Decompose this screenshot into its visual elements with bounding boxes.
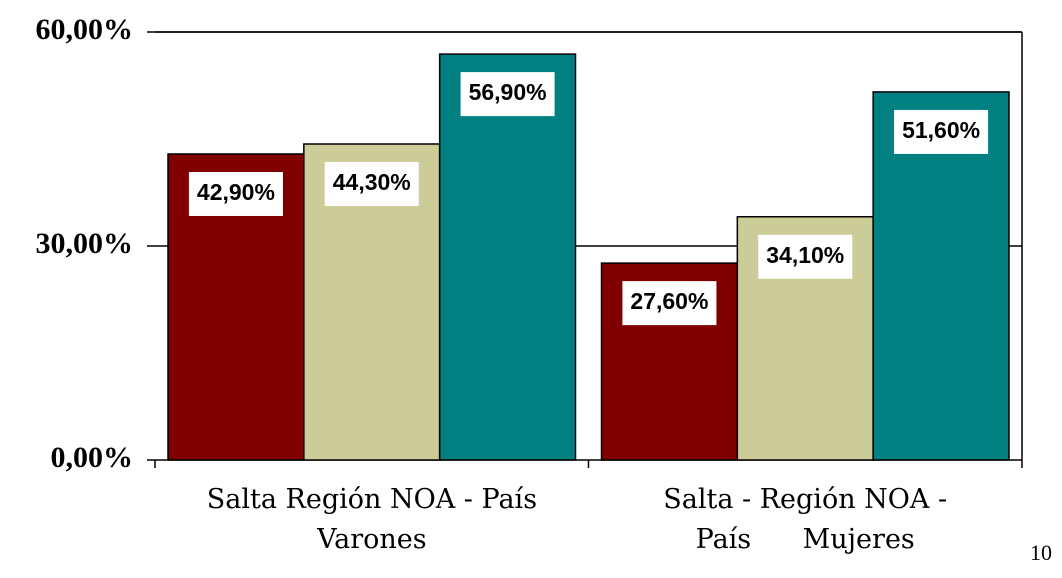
value-label-box xyxy=(460,72,555,117)
page-number: 10 xyxy=(1030,540,1052,565)
y-tick-label: 60,00% xyxy=(36,13,134,46)
value-label: 44,30% xyxy=(333,169,411,195)
value-label-box xyxy=(188,171,283,216)
value-label-box xyxy=(894,109,989,154)
value-label-box xyxy=(758,234,853,279)
y-tick-label: 30,00% xyxy=(36,227,134,260)
x-tick-label: Salta - Región NOA - País Mujeres xyxy=(663,484,948,555)
value-label: 56,90% xyxy=(469,79,547,105)
value-label: 42,90% xyxy=(197,179,275,205)
y-tick-label: 0,00% xyxy=(51,441,134,474)
x-tick-label: Salta Región NOA - País Varones xyxy=(206,484,538,555)
value-label: 27,60% xyxy=(630,288,708,314)
value-label-box xyxy=(324,161,419,206)
value-label: 51,60% xyxy=(902,117,980,143)
value-label-box xyxy=(622,281,717,326)
value-label: 34,10% xyxy=(766,242,844,268)
bar xyxy=(438,53,577,461)
